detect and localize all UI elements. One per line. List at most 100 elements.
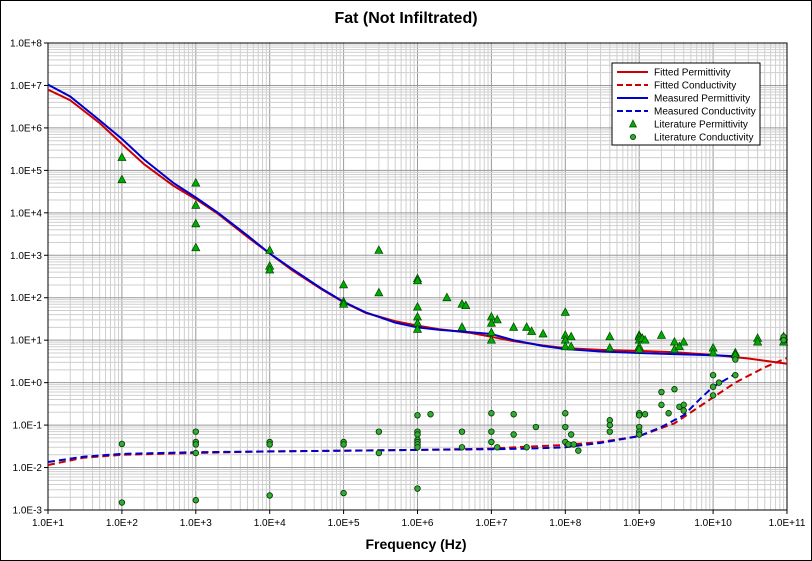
point-literature-permittivity [412, 301, 423, 311]
point-literature-permittivity [669, 336, 680, 346]
point-literature-conductivity [709, 392, 717, 399]
y-tick-label: 1.0E+1 [10, 336, 42, 347]
point-literature-permittivity [605, 331, 615, 341]
point-literature-permittivity [374, 245, 384, 254]
point-literature-conductivity [532, 423, 540, 431]
y-tick-label: 1.0E+6 [10, 123, 42, 134]
point-literature-permittivity [191, 200, 201, 209]
point-literature-conductivity [641, 411, 649, 418]
y-tick-label: 1.0E+4 [10, 208, 42, 219]
y-tick-label: 1.0E+3 [10, 251, 42, 262]
point-literature-permittivity [708, 347, 718, 357]
point-literature-conductivity [375, 428, 383, 435]
point-literature-conductivity [458, 444, 466, 451]
point-literature-permittivity [560, 341, 570, 351]
point-literature-conductivity [636, 431, 643, 438]
point-literature-permittivity [265, 264, 275, 274]
point-literature-conductivity [510, 431, 517, 438]
point-literature-conductivity [680, 407, 687, 414]
point-literature-permittivity [560, 307, 570, 316]
x-axis-label: Frequency (Hz) [365, 536, 466, 552]
point-literature-conductivity [414, 485, 421, 492]
y-tick-label: 1.0E+2 [10, 293, 42, 304]
point-literature-permittivity [117, 174, 127, 184]
point-literature-conductivity [565, 441, 572, 448]
point-literature-conductivity [680, 401, 687, 409]
point-literature-permittivity [339, 279, 349, 289]
point-literature-conductivity [709, 383, 717, 390]
series-measured-permittivity [47, 83, 736, 358]
point-literature-permittivity [191, 242, 201, 252]
point-literature-conductivity [375, 449, 383, 457]
point-literature-permittivity [566, 341, 576, 351]
point-literature-permittivity [486, 327, 496, 337]
point-literature-permittivity [656, 330, 667, 339]
point-literature-conductivity [562, 423, 569, 431]
point-literature-conductivity [494, 444, 501, 451]
y-tick-label: 1.0E+8 [10, 39, 42, 50]
point-literature-conductivity [780, 336, 787, 344]
point-literature-conductivity [414, 431, 421, 438]
point-literature-permittivity [634, 344, 644, 353]
point-literature-conductivity [732, 371, 739, 379]
legend-swatch-literature-permittivity [628, 119, 638, 128]
point-literature-permittivity [640, 334, 650, 344]
point-literature-conductivity [562, 410, 569, 417]
point-literature-permittivity [442, 292, 452, 302]
series [47, 83, 789, 506]
point-literature-conductivity [414, 412, 421, 419]
x-tick-label: 1.0E+6 [402, 518, 434, 529]
point-literature-conductivity [192, 449, 199, 457]
legend-label-literature-conductivity: Literature Conductivity [654, 133, 754, 144]
x-tick-label: 1.0E+8 [549, 518, 581, 529]
point-literature-conductivity [732, 356, 739, 363]
y-tick-label: 1.0E-3 [13, 506, 43, 517]
point-literature-conductivity [414, 444, 421, 451]
line-measured-permittivity [47, 83, 736, 358]
point-literature-permittivity [486, 334, 496, 344]
point-literature-conductivity [118, 499, 126, 506]
legend-label-measured-conductivity: Measured Conductivity [654, 107, 756, 118]
point-literature-conductivity [709, 371, 717, 379]
point-literature-permittivity [753, 336, 763, 346]
legend: Fitted Permittivity Fitted Conductivity Me… [611, 62, 761, 146]
x-tick-label: 1.0E+2 [106, 518, 138, 529]
point-literature-conductivity [118, 440, 126, 448]
point-literature-permittivity [191, 218, 201, 228]
point-literature-conductivity [658, 401, 665, 409]
point-literature-permittivity [265, 245, 275, 254]
legend-box [611, 62, 761, 146]
point-literature-permittivity [412, 275, 423, 285]
point-literature-conductivity [192, 497, 199, 504]
legend-label-fitted-permittivity: Fitted Permittivity [654, 68, 731, 79]
point-literature-conductivity [567, 431, 575, 438]
point-literature-permittivity [538, 328, 548, 338]
y-tick-label: 1.0E+7 [10, 81, 42, 92]
point-literature-conductivity [715, 379, 723, 386]
point-literature-conductivity [606, 421, 613, 429]
y-tick-label: 1.0E+5 [10, 166, 42, 177]
point-literature-permittivity [412, 324, 423, 333]
point-literature-conductivity [671, 386, 678, 393]
series-literature-permittivity [117, 152, 789, 359]
point-literature-conductivity [266, 492, 273, 499]
point-literature-conductivity [575, 447, 582, 454]
point-literature-permittivity [457, 322, 467, 331]
legend-swatch-literature-conductivity [630, 133, 637, 140]
point-literature-permittivity [527, 326, 537, 335]
x-tick-label: 1.0E+1 [32, 518, 64, 529]
point-literature-permittivity [674, 341, 684, 351]
legend-label-fitted-conductivity: Fitted Conductivity [654, 81, 736, 92]
point-literature-permittivity [522, 322, 532, 331]
point-literature-conductivity [488, 438, 495, 446]
chart-title: Fat (Not Infiltrated) [334, 10, 477, 27]
point-literature-permittivity [339, 299, 349, 308]
point-literature-conductivity [340, 489, 347, 497]
x-tick-label: 1.0E+5 [328, 518, 360, 529]
series-literature-conductivity [118, 333, 787, 506]
point-literature-permittivity [492, 314, 502, 324]
point-literature-permittivity [374, 287, 384, 297]
point-literature-conductivity [458, 428, 466, 435]
y-tick-label: 1.0E+0 [10, 378, 42, 389]
